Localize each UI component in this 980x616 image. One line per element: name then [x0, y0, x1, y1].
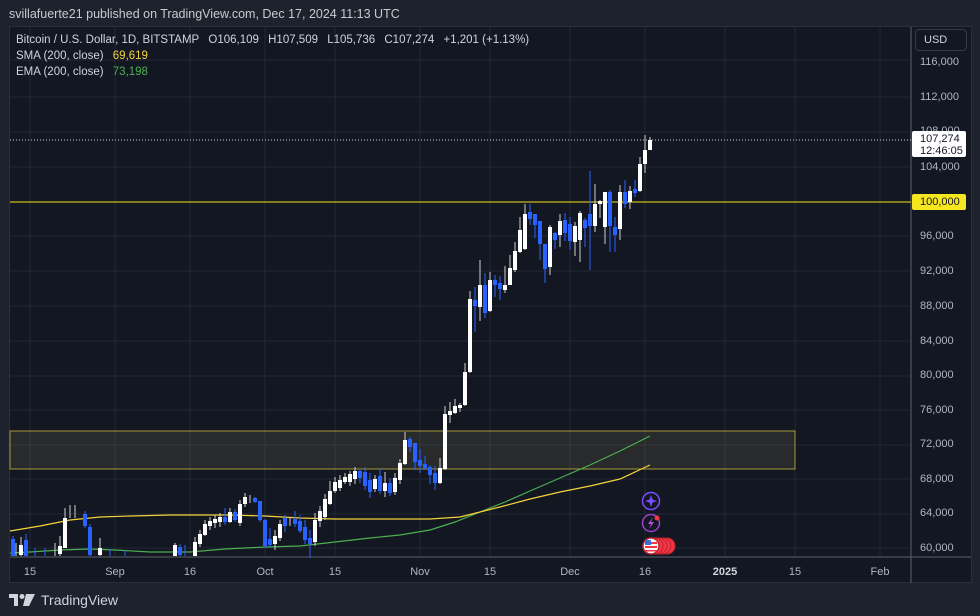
currency-button[interactable]: USD	[915, 29, 967, 51]
tradingview-logo-icon	[9, 594, 35, 606]
y-tick-label: 84,000	[920, 335, 954, 347]
sma-label: SMA (200, close)	[16, 50, 104, 62]
close-value: C107,274	[384, 34, 435, 46]
candle-bodies	[11, 140, 652, 556]
chart-legend: Bitcoin / U.S. Dollar, 1D, BITSTAMP O106…	[16, 32, 529, 80]
vertical-grid	[29, 27, 881, 556]
x-tick-label: Nov	[410, 566, 430, 578]
symbol-legend-row[interactable]: Bitcoin / U.S. Dollar, 1D, BITSTAMP O106…	[16, 32, 529, 48]
change-value: +1,201 (+1.13%)	[443, 34, 530, 46]
lightning-event-icon[interactable]	[641, 513, 661, 533]
y-tick-label: 92,000	[920, 265, 954, 277]
y-tick-label: 64,000	[920, 507, 954, 519]
us-flag-economic-event-icon[interactable]	[642, 537, 676, 555]
sma-value: 69,619	[112, 50, 148, 62]
sma-legend-row[interactable]: SMA (200, close) 69,619	[16, 48, 529, 64]
level-100k-tag: 100,000	[912, 194, 966, 210]
x-tick-label: 15	[788, 566, 802, 578]
ema-200-line[interactable]	[9, 435, 651, 554]
x-tick-label: 16	[183, 566, 197, 578]
event-markers[interactable]	[641, 491, 676, 555]
symbol-title: Bitcoin / U.S. Dollar, 1D, BITSTAMP	[16, 34, 200, 46]
support-zone-rectangle[interactable]	[9, 430, 796, 470]
bar-countdown: 12:46:05	[920, 145, 963, 157]
sparkle-event-icon[interactable]	[641, 491, 661, 511]
sma-200-line[interactable]	[9, 464, 651, 532]
y-tick-label: 116,000	[920, 56, 959, 68]
y-tick-label: 60,000	[920, 542, 954, 554]
x-tick-label: 15	[483, 566, 497, 578]
y-tick-label: 72,000	[920, 438, 954, 450]
current-price-tag: 107,274 12:46:05	[912, 131, 966, 157]
x-tick-label: Oct	[256, 566, 274, 578]
x-tick-label: 15	[23, 566, 37, 578]
publisher-caption: svillafuerte21 published on TradingView.…	[9, 7, 400, 21]
high-value: H107,509	[268, 34, 318, 46]
x-tick-label: Sep	[105, 566, 125, 578]
x-tick-label: Dec	[560, 566, 580, 578]
low-value: L105,736	[327, 34, 376, 46]
x-tick-label-year: 2025	[712, 566, 738, 578]
y-tick-label: 76,000	[920, 404, 954, 416]
open-value: O106,109	[208, 34, 259, 46]
y-tick-label: 104,000	[920, 161, 960, 173]
y-tick-label: 80,000	[920, 369, 954, 381]
x-tick-label: 15	[328, 566, 342, 578]
current-price: 107,274	[920, 133, 960, 145]
y-tick-label: 96,000	[920, 230, 954, 242]
brand-name: TradingView	[41, 592, 119, 608]
y-tick-label: 68,000	[920, 473, 954, 485]
x-tick-label: 16	[638, 566, 652, 578]
candlestick-series[interactable]	[11, 135, 652, 558]
y-tick-label: 88,000	[920, 300, 954, 312]
x-tick-label: Feb	[870, 566, 890, 578]
horizontal-grid	[10, 59, 910, 549]
y-tick-label: 112,000	[920, 91, 959, 103]
tradingview-brand[interactable]: TradingView	[9, 592, 118, 608]
ema-value: 73,198	[112, 66, 148, 78]
ema-label: EMA (200, close)	[16, 66, 104, 78]
ema-legend-row[interactable]: EMA (200, close) 73,198	[16, 64, 529, 80]
